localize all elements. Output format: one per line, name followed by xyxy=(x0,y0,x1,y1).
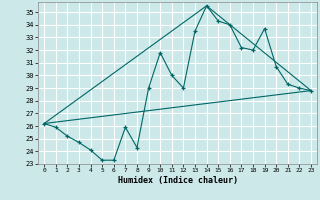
X-axis label: Humidex (Indice chaleur): Humidex (Indice chaleur) xyxy=(118,176,238,185)
